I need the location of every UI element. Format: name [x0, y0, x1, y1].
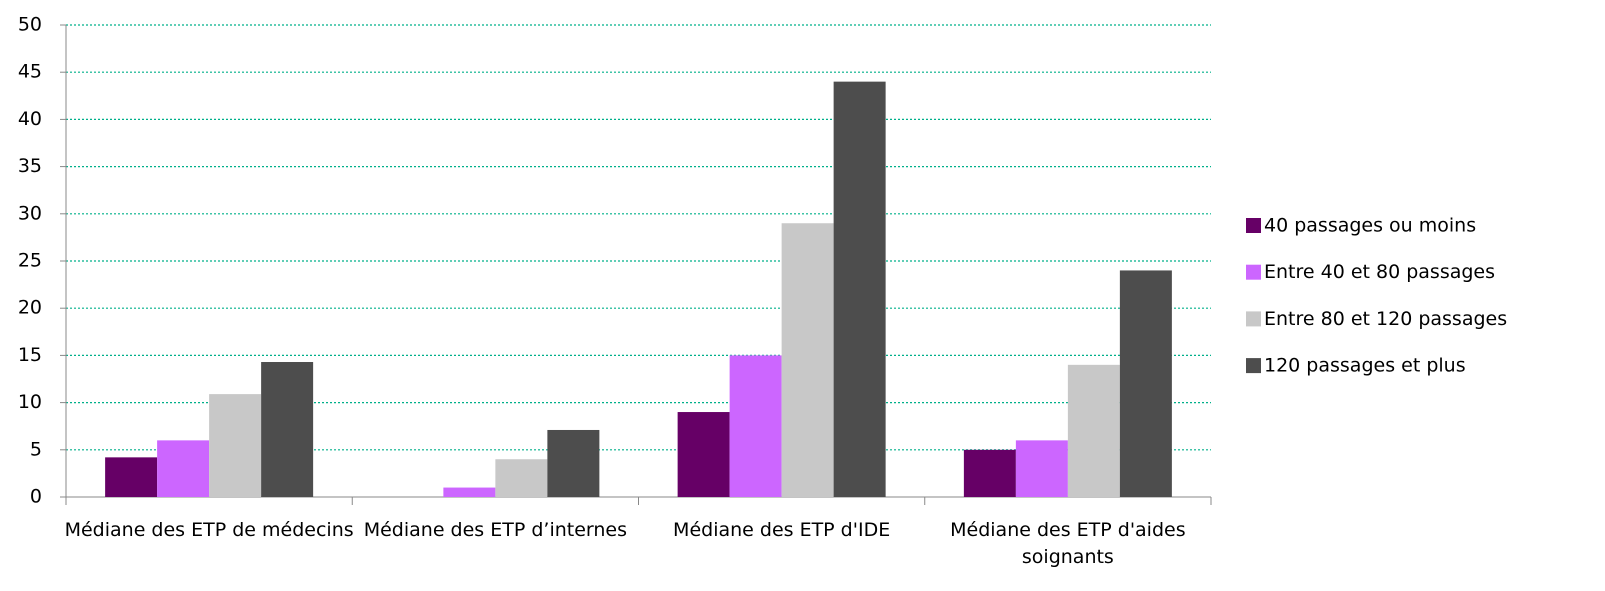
y-tick-label: 20	[18, 297, 42, 319]
bar	[677, 412, 730, 497]
y-tick-label: 35	[18, 155, 42, 177]
legend-swatch	[1246, 311, 1261, 327]
y-tick-label: 5	[30, 438, 42, 460]
y-tick-label: 30	[18, 202, 42, 224]
y-tick-label: 0	[30, 486, 42, 508]
legend-label: Entre 40 et 80 passages	[1264, 261, 1495, 283]
bar	[261, 362, 314, 497]
x-tick-label: Médiane des ETP d'aides soignants	[950, 519, 1186, 568]
y-tick-label: 10	[18, 391, 42, 413]
bar	[443, 487, 496, 497]
bar	[963, 449, 1016, 497]
legend-label: 120 passages et plus	[1264, 355, 1466, 377]
x-tick-label: Médiane des ETP d'IDE	[673, 519, 891, 541]
y-tick-label: 25	[18, 250, 42, 272]
bar	[1119, 270, 1172, 497]
y-tick-label: 50	[18, 14, 42, 36]
bar	[157, 440, 210, 497]
bar	[833, 81, 886, 497]
legend-label: 40 passages ou moins	[1264, 215, 1476, 237]
legend-swatch	[1246, 218, 1261, 233]
x-tick-label: Médiane des ETP d’internes	[363, 519, 628, 541]
legend-label: Entre 80 et 120 passages	[1264, 308, 1507, 330]
legend-swatch	[1246, 358, 1261, 374]
y-tick-label: 45	[18, 61, 42, 83]
bar	[495, 459, 548, 497]
bar	[547, 429, 600, 497]
x-tick-label: Médiane des ETP de médecins	[64, 519, 354, 541]
bar	[209, 394, 262, 497]
bar	[781, 223, 834, 498]
bar	[1067, 364, 1120, 497]
legend-swatch	[1246, 264, 1261, 280]
bar	[105, 457, 158, 497]
bar	[729, 355, 782, 497]
y-tick-label: 40	[18, 108, 42, 130]
bar	[1015, 440, 1068, 497]
y-tick-label: 15	[18, 344, 42, 366]
